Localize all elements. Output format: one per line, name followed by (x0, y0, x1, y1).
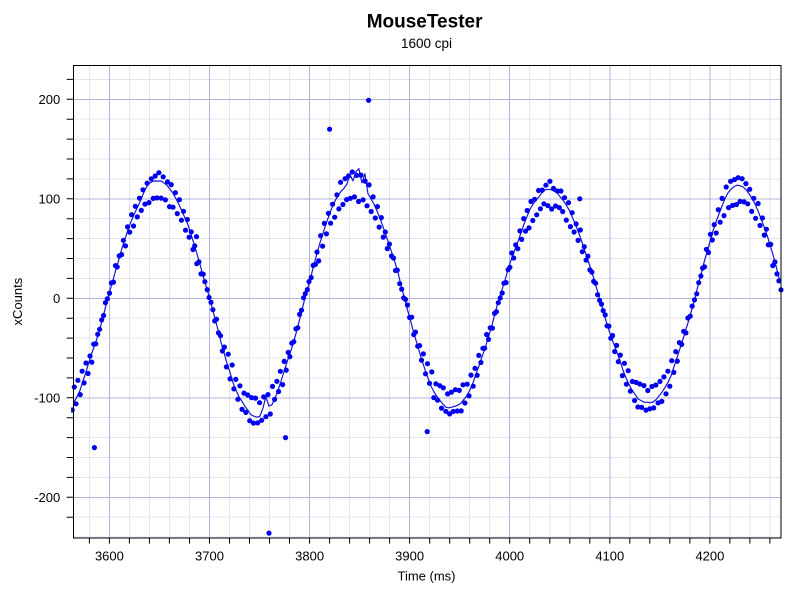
svg-text:xCounts: xCounts (10, 277, 25, 325)
svg-text:3800: 3800 (295, 549, 324, 564)
svg-text:4100: 4100 (595, 549, 624, 564)
svg-text:Time (ms): Time (ms) (397, 568, 455, 583)
svg-text:MouseTester: MouseTester (367, 11, 483, 32)
svg-text:0: 0 (53, 291, 60, 306)
svg-text:3600: 3600 (95, 549, 124, 564)
svg-text:3900: 3900 (395, 549, 424, 564)
svg-text:4000: 4000 (495, 549, 524, 564)
svg-text:1600 cpi: 1600 cpi (401, 36, 452, 51)
svg-text:4200: 4200 (695, 549, 724, 564)
svg-text:-200: -200 (34, 490, 60, 505)
svg-text:-100: -100 (34, 390, 60, 405)
svg-text:200: 200 (38, 92, 60, 107)
svg-text:100: 100 (38, 191, 60, 206)
svg-text:3700: 3700 (195, 549, 224, 564)
